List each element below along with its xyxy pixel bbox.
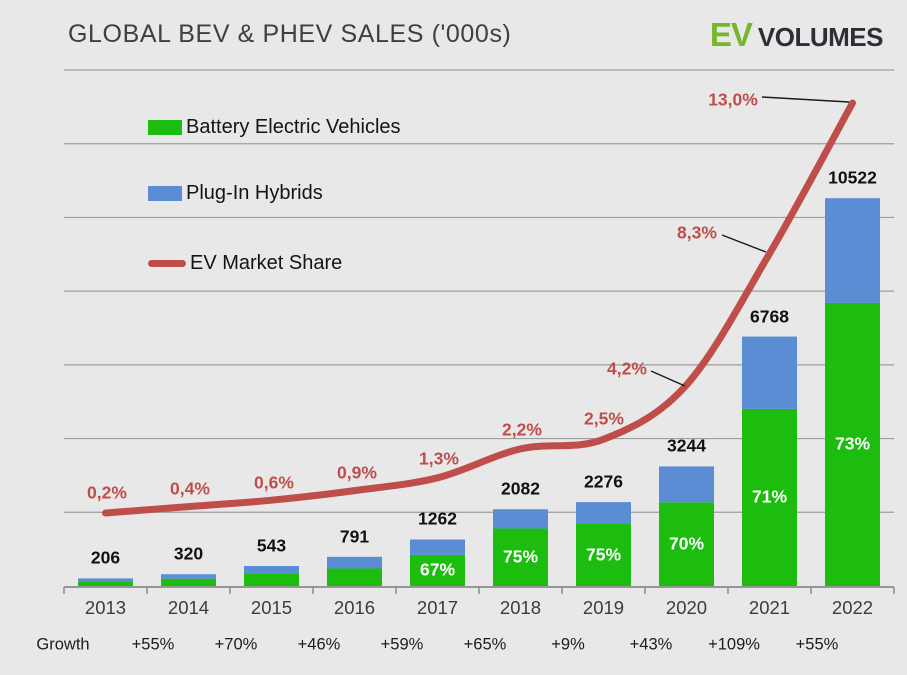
- ev-volumes-logo: EV VOLUMES: [709, 16, 884, 54]
- bar-bev-2014: [161, 578, 216, 586]
- legend-label-phev: Plug-In Hybrids: [186, 182, 323, 204]
- legend-label-market-share: EV Market Share: [190, 252, 343, 274]
- bar-bev-2017: [410, 554, 465, 586]
- legend-item-market-share: EV Market Share: [148, 252, 342, 275]
- bar-phev-2017: [410, 539, 465, 555]
- bar-phev-2018: [493, 509, 548, 529]
- bar-phev-2021: [742, 336, 797, 409]
- chart-title: GLOBAL BEV & PHEV SALES ('000s): [68, 20, 512, 48]
- bar-bev-2016: [327, 568, 382, 586]
- leader-line-2022: [761, 96, 850, 103]
- market-share-swatch-icon: [148, 260, 186, 267]
- bar-bev-2022: [825, 302, 880, 586]
- bev-swatch-icon: [148, 120, 182, 135]
- legend-item-phev: Plug-In Hybrids: [148, 182, 323, 205]
- logo-volumes-text: VOLUMES: [757, 22, 884, 52]
- bar-bev-2019: [576, 523, 631, 586]
- bar-bev-2015: [244, 573, 299, 586]
- leader-line-2021: [721, 234, 767, 253]
- bar-phev-2022: [825, 198, 880, 303]
- bar-phev-2014: [161, 574, 216, 579]
- bar-phev-2019: [576, 502, 631, 524]
- logo-ev-text: EV: [709, 16, 753, 53]
- market-share-line: [102, 99, 856, 517]
- bar-phev-2020: [659, 466, 714, 503]
- bar-bev-2018: [493, 528, 548, 586]
- bar-bev-2013: [78, 581, 133, 586]
- bar-bev-2020: [659, 502, 714, 586]
- bar-phev-2016: [327, 556, 382, 569]
- bar-bev-2021: [742, 408, 797, 586]
- phev-swatch-icon: [148, 186, 182, 201]
- bar-phev-2015: [244, 565, 299, 574]
- leader-line-2020: [650, 370, 686, 387]
- legend-item-bev: Battery Electric Vehicles: [148, 116, 401, 139]
- bar-phev-2013: [78, 578, 133, 582]
- legend-label-bev: Battery Electric Vehicles: [186, 116, 401, 138]
